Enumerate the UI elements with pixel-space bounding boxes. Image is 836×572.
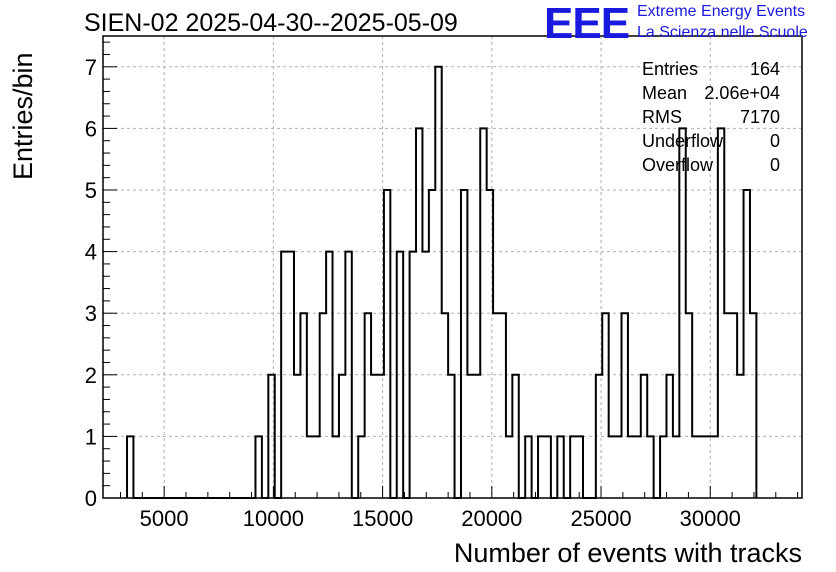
stat-entries-value: 164: [749, 59, 780, 79]
x-axis-ticks: [119, 486, 799, 498]
x-tick-label: 25000: [570, 506, 631, 531]
stat-mean-value: 2.06e+04: [704, 83, 780, 103]
y-tick-label: 5: [85, 178, 97, 203]
plot-frame: [102, 35, 803, 499]
eee-logo: EEE: [544, 0, 630, 48]
stat-entries: Entries 164: [642, 58, 780, 82]
logo-subtitle-1: Extreme Energy Events: [637, 3, 806, 20]
x-tick-label: 15000: [352, 506, 413, 531]
y-tick-label: 4: [85, 240, 97, 265]
stat-underflow-label: Underflow: [642, 131, 724, 151]
x-tick-label: 10000: [243, 506, 304, 531]
x-tick-label: 20000: [461, 506, 522, 531]
x-axis-tick-labels: 5000 10000 15000 20000 25000 30000: [140, 506, 741, 531]
stat-rms-label: RMS: [642, 107, 682, 127]
logo-subtitle-2: La Scienza nelle Scuole: [637, 24, 808, 41]
chart-title: SIEN-02 2025-04-30--2025-05-09: [84, 9, 458, 37]
y-tick-label: 1: [85, 424, 97, 449]
stat-entries-label: Entries: [642, 59, 699, 79]
y-axis-label: Entries/bin: [8, 52, 38, 180]
stat-underflow: Underflow 0: [642, 130, 780, 154]
y-axis-ticks: [103, 41, 117, 499]
y-axis-tick-labels: 0 1 2 3 4 5 6 7: [85, 55, 97, 511]
y-tick-label: 6: [85, 116, 97, 141]
y-tick-label: 0: [85, 486, 97, 511]
y-tick-label: 7: [85, 55, 97, 80]
x-axis-label: Number of events with tracks: [453, 538, 802, 568]
stat-overflow-label: Overflow: [642, 155, 714, 175]
stat-mean: Mean 2.06e+04: [642, 82, 780, 106]
x-tick-label: 30000: [680, 506, 741, 531]
stat-mean-label: Mean: [642, 83, 688, 103]
stats-box: Entries 164 Mean 2.06e+04 RMS 7170 Under…: [642, 58, 780, 178]
stat-underflow-value: 0: [769, 131, 780, 151]
y-tick-label: 3: [85, 301, 97, 326]
stat-overflow-value: 0: [769, 155, 780, 175]
stat-overflow: Overflow 0: [642, 154, 780, 178]
x-tick-label: 5000: [140, 506, 189, 531]
stat-rms: RMS 7170: [642, 106, 780, 130]
stat-rms-value: 7170: [739, 107, 780, 127]
y-tick-label: 2: [85, 363, 97, 388]
